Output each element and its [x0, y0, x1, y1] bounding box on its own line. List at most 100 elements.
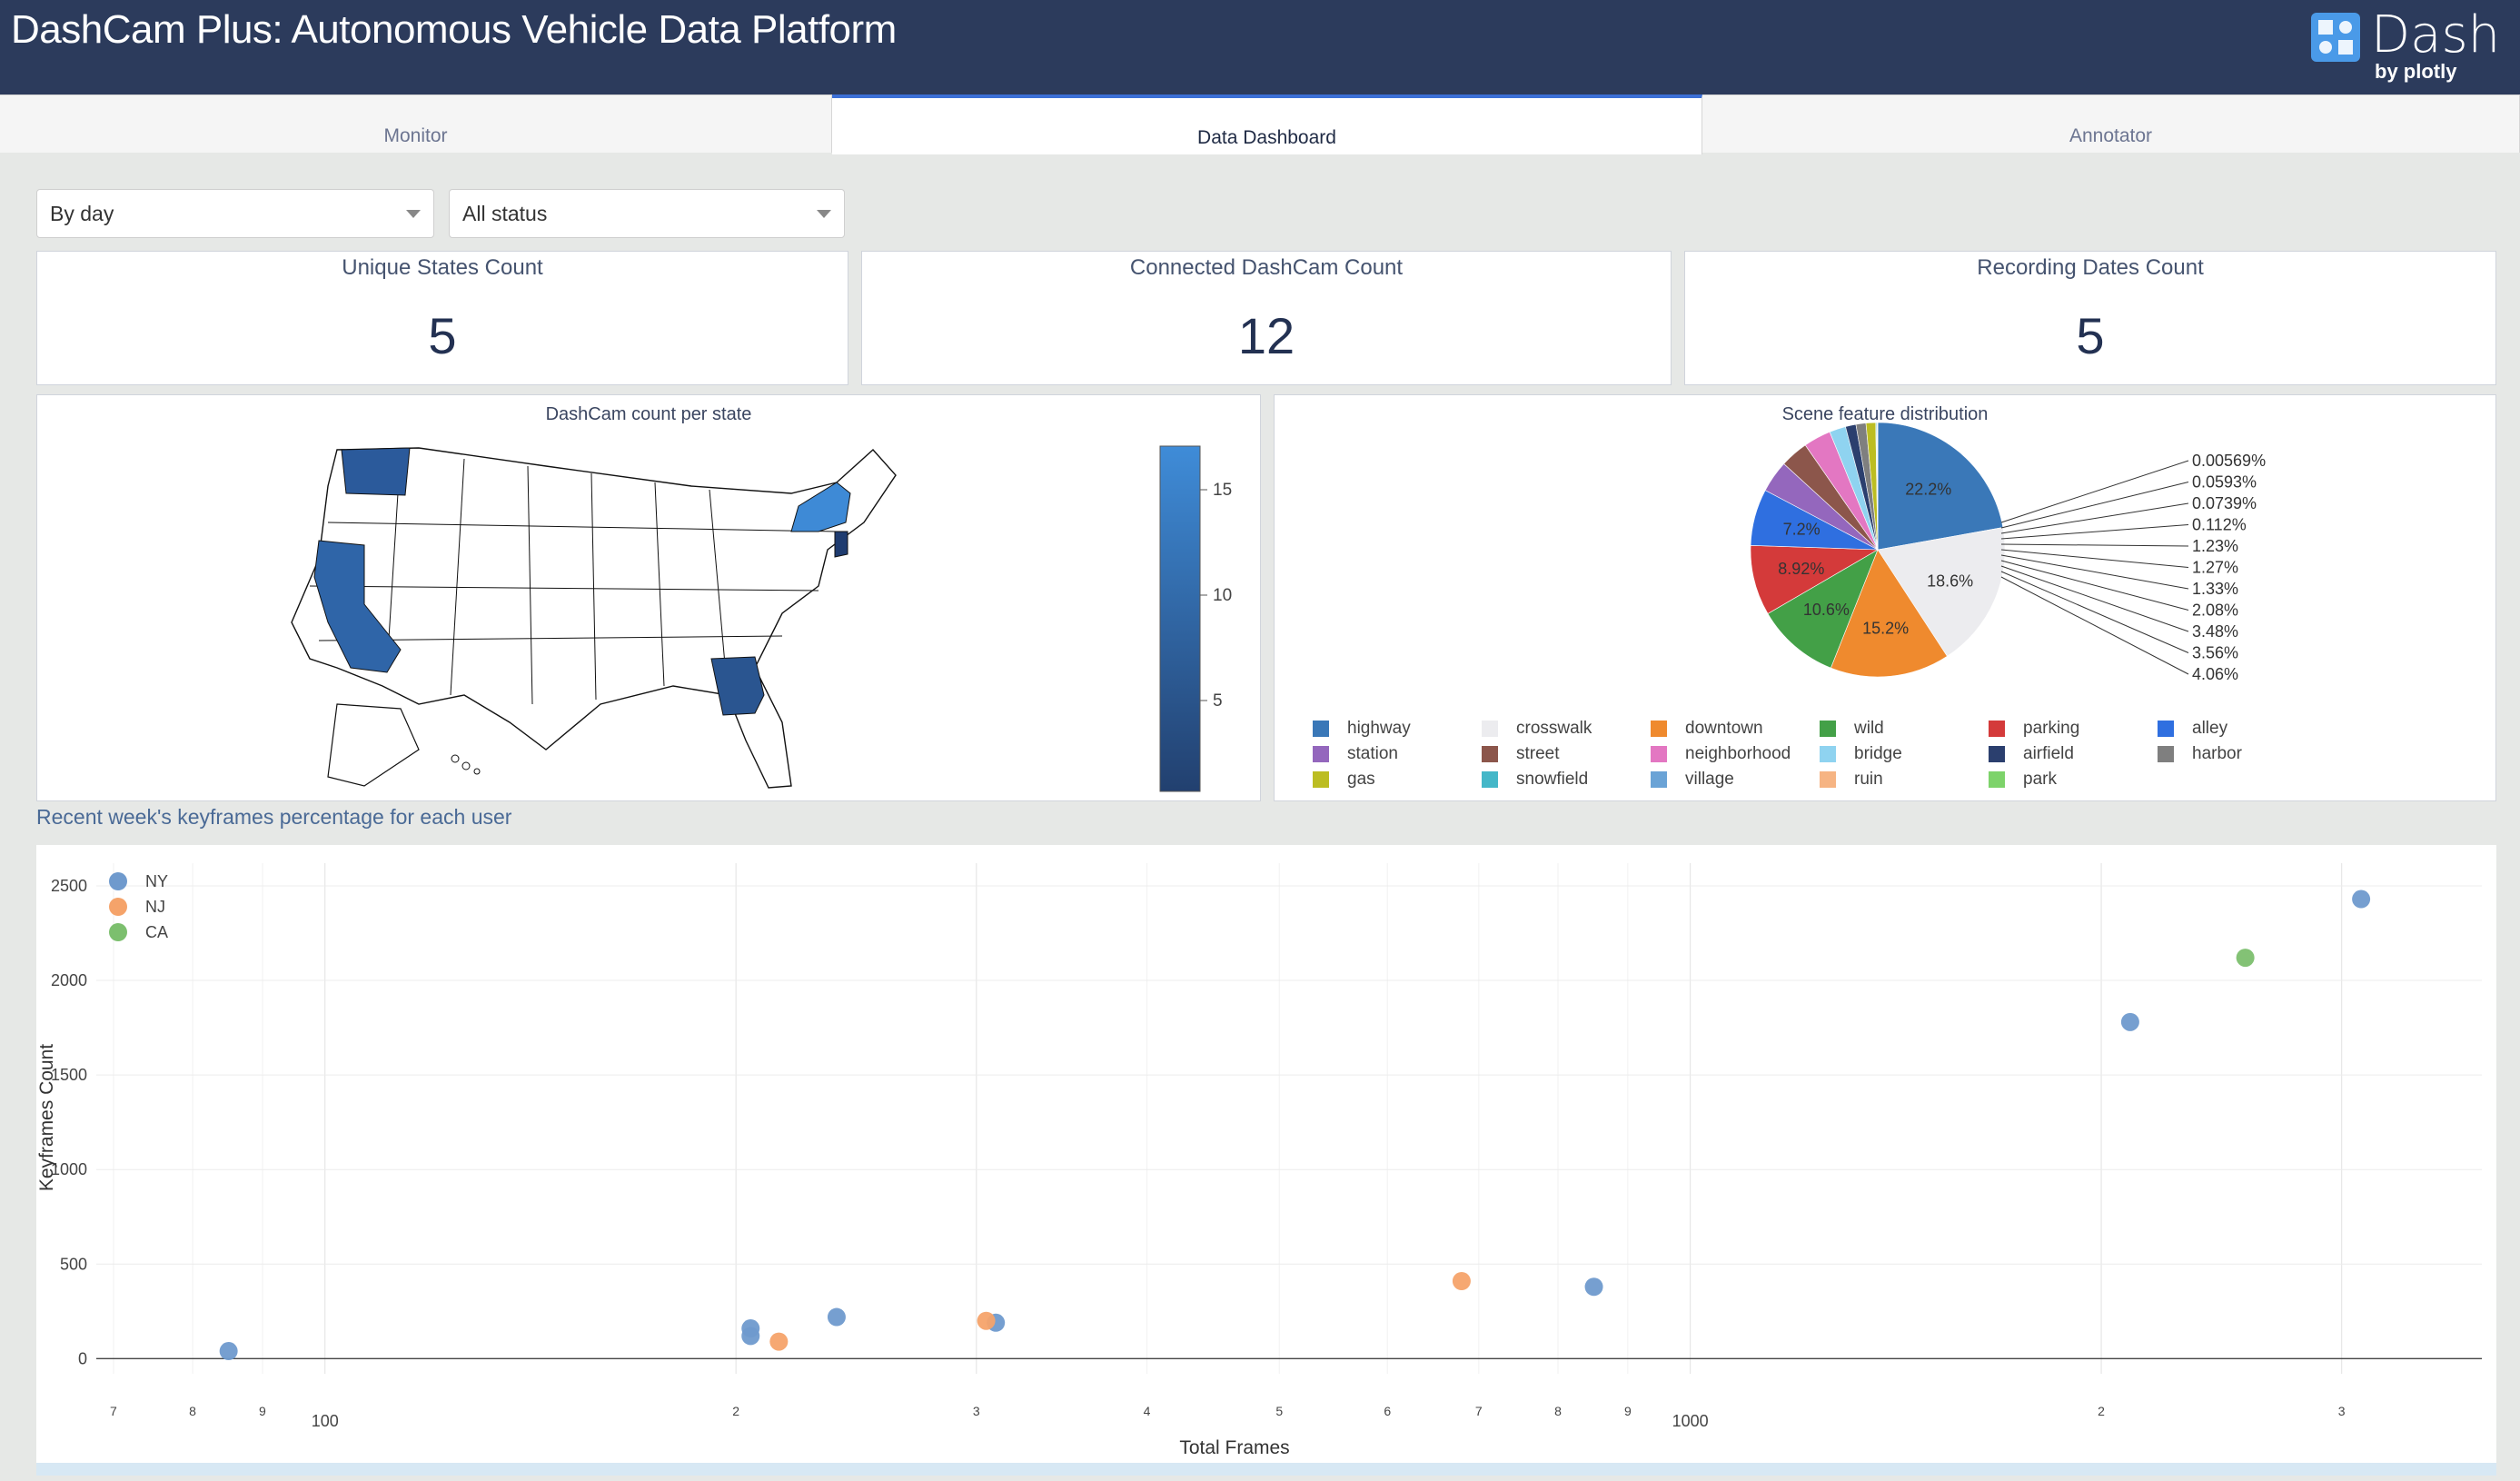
tab-data-dashboard[interactable]: Data Dashboard: [832, 94, 1702, 154]
pie-legend-item[interactable]: gas: [1313, 770, 1375, 790]
x-tick-label: 6: [1384, 1404, 1391, 1418]
pie-slice-label: 22.2%: [1905, 480, 1951, 498]
pie-slice-wild[interactable]: [1767, 549, 1879, 669]
legend-swatch: [1313, 721, 1329, 737]
status-dropdown[interactable]: All status: [449, 189, 845, 238]
scatter-legend-label[interactable]: CA: [145, 923, 168, 941]
scatter-legend-marker[interactable]: [109, 898, 127, 916]
range-slider[interactable]: [36, 1463, 2496, 1476]
pie-chart[interactable]: 22.2% 18.6% 15.2% 10.6% 8.92% 7.2% 0.00569% 0.0…: [1275, 413, 2497, 686]
legend-swatch: [2158, 746, 2174, 762]
pie-leader-line: [2000, 571, 2189, 653]
x-tick-label: 7: [1475, 1404, 1483, 1418]
legend-swatch: [1820, 721, 1836, 737]
pie-legend-item[interactable]: parking: [1989, 719, 2079, 739]
tab-monitor[interactable]: Monitor: [0, 94, 832, 153]
pie-legend-item[interactable]: park: [1989, 770, 2057, 790]
pie-legend-item[interactable]: wild: [1820, 719, 1884, 739]
pie-legend-item[interactable]: highway: [1313, 719, 1411, 739]
legend-label: crosswalk: [1516, 719, 1592, 738]
legend-label: bridge: [1854, 744, 1902, 763]
scatter-point-nj[interactable]: [977, 1311, 996, 1330]
legend-swatch: [1482, 721, 1498, 737]
x-tick-label: 3: [2338, 1404, 2346, 1418]
scatter-point-ny[interactable]: [2352, 890, 2371, 909]
pie-slice-downtown[interactable]: [1830, 549, 1948, 678]
pie-slice-crosswalk[interactable]: [1877, 527, 2006, 657]
legend-label: gas: [1347, 770, 1375, 789]
legend-label: street: [1516, 744, 1560, 763]
pie-legend-item[interactable]: snowfield: [1482, 770, 1588, 790]
app-title: DashCam Plus: Autonomous Vehicle Data Pl…: [11, 7, 897, 52]
scatter-legend-label[interactable]: NY: [145, 872, 168, 890]
x-tick-label: 7: [110, 1404, 117, 1418]
y-tick-label: 1000: [51, 1160, 87, 1178]
state-nj[interactable]: [834, 531, 848, 558]
pie-slice-highway[interactable]: [1877, 422, 2004, 551]
tab-bar: Monitor Data Dashboard Annotator: [0, 94, 2520, 154]
pie-outside-label: 1.23%: [2192, 537, 2238, 555]
x-tick-label: 2: [732, 1404, 739, 1418]
scatter-point-ny[interactable]: [1584, 1277, 1603, 1297]
pie-legend-item[interactable]: village: [1651, 770, 1734, 790]
legend-label: parking: [2023, 719, 2080, 738]
scatter-point-ny[interactable]: [741, 1319, 760, 1338]
legend-label: ruin: [1854, 770, 1883, 789]
pie-leader-line: [2000, 565, 2189, 632]
scatter-point-nj[interactable]: [769, 1332, 789, 1351]
tab-annotator[interactable]: Annotator: [1702, 94, 2520, 153]
pie-legend-item[interactable]: station: [1313, 744, 1398, 764]
stat-value: 5: [2076, 307, 2105, 364]
pie-legend-item[interactable]: street: [1482, 744, 1560, 764]
scatter-point-nj[interactable]: [1452, 1272, 1471, 1291]
x-tick-label: 1000: [1672, 1412, 1709, 1430]
brand-subtitle: by plotly: [2375, 60, 2457, 83]
state-ny[interactable]: [790, 482, 851, 532]
y-tick-label: 500: [60, 1255, 87, 1273]
pie-legend-item[interactable]: airfield: [1989, 744, 2074, 764]
legend-swatch: [1651, 746, 1667, 762]
x-axis-label: Total Frames: [1179, 1437, 1289, 1458]
scatter-legend-marker[interactable]: [109, 872, 127, 890]
legend-swatch: [1989, 721, 2005, 737]
pie-title: Scene feature distribution: [1781, 404, 1989, 424]
pie-legend-item[interactable]: ruin: [1820, 770, 1883, 790]
stat-label: Recording Dates Count: [1977, 255, 2204, 280]
state-ca[interactable]: [313, 540, 402, 673]
scatter-point-ca[interactable]: [2236, 949, 2255, 968]
pie-outside-label: 1.33%: [2192, 580, 2238, 598]
pie-legend-item[interactable]: neighborhood: [1651, 744, 1791, 764]
legend-swatch: [1651, 721, 1667, 737]
x-tick-label: 8: [189, 1404, 196, 1418]
legend-swatch: [2158, 721, 2174, 737]
pie-legend-item[interactable]: crosswalk: [1482, 719, 1592, 739]
scatter-chart[interactable]: 7 8 9 100 2 3 4 5 6 7 8 9 1000 2 3 0 500 1000 1500 2000 2500…: [36, 845, 2496, 1470]
app-header: DashCam Plus: Autonomous Vehicle Data Pl…: [0, 0, 2520, 94]
dash-brand[interactable]: Dash by plotly: [2311, 5, 2511, 85]
us-choropleth-map[interactable]: 15 10 5: [37, 395, 1262, 802]
legend-swatch: [1820, 771, 1836, 788]
scatter-legend-marker[interactable]: [109, 923, 127, 941]
pie-legend-item[interactable]: alley: [2158, 719, 2227, 739]
legend-swatch: [1651, 771, 1667, 788]
scatter-section-label: Recent week's keyframes percentage for e…: [36, 805, 512, 829]
stat-card-recording-dates: Recording Dates Count 5: [1684, 251, 2496, 385]
state-ga[interactable]: [710, 656, 765, 716]
pie-outside-label: 4.06%: [2192, 665, 2238, 683]
legend-label: snowfield: [1516, 770, 1589, 789]
stat-card-connected-dashcams: Connected DashCam Count 12: [861, 251, 1672, 385]
x-tick-label: 9: [259, 1404, 266, 1418]
pie-outside-label: 0.00569%: [2192, 452, 2266, 470]
y-tick-label: 2500: [51, 877, 87, 895]
scatter-point-ny[interactable]: [219, 1342, 238, 1361]
period-dropdown[interactable]: By day: [36, 189, 434, 238]
scatter-point-ny[interactable]: [2120, 1012, 2139, 1031]
scatter-legend-label[interactable]: NJ: [145, 898, 165, 916]
state-wa[interactable]: [341, 447, 411, 496]
pie-legend-item[interactable]: harbor: [2158, 744, 2242, 764]
colorbar: [1159, 445, 1201, 792]
pie-legend-item[interactable]: bridge: [1820, 744, 1902, 764]
scatter-point-ny[interactable]: [827, 1307, 846, 1327]
legend-swatch: [1820, 746, 1836, 762]
pie-legend-item[interactable]: downtown: [1651, 719, 1763, 739]
